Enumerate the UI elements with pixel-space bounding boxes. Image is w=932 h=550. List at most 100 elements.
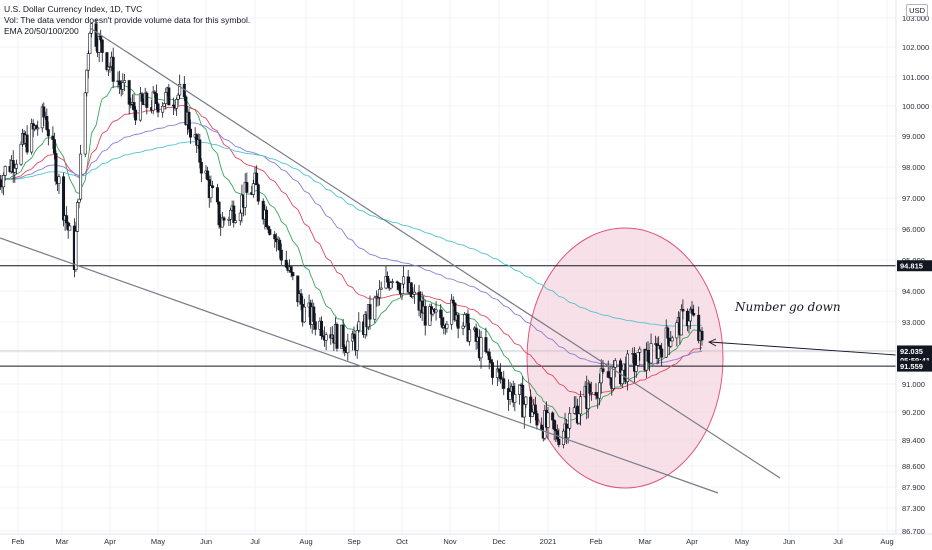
candle-body (357, 321, 361, 331)
candle-body (690, 308, 694, 314)
candle-body (606, 371, 610, 378)
candle-body (700, 330, 704, 341)
candle-body (513, 394, 517, 403)
candle-body (638, 348, 642, 353)
ema-200-line (0, 141, 703, 327)
candle-body (187, 111, 191, 130)
candle-body (164, 92, 168, 104)
candle-body (463, 314, 467, 327)
candle-body (466, 313, 470, 342)
candle-body (134, 109, 138, 121)
candle-body (434, 309, 438, 313)
candle-body (439, 309, 443, 319)
candle-body (666, 327, 670, 339)
candle-body (3, 166, 7, 176)
time-axis[interactable]: Feb Mar Apr May Jun Jul Aug Sep Oct Nov Dec 2021 Feb… (12, 537, 894, 546)
candle-body (474, 327, 478, 342)
candle-body (568, 413, 572, 429)
currency-badge[interactable]: USD (906, 4, 928, 17)
candle-body (461, 325, 465, 329)
price-tick-label: 94.000 (902, 287, 925, 296)
candle-body (572, 407, 576, 414)
candle-body (386, 275, 390, 283)
candle-body (445, 323, 449, 329)
date-tick-label: Dec (492, 537, 506, 546)
candle-body (620, 369, 624, 385)
candle-body (138, 93, 142, 121)
candle-body (379, 287, 383, 290)
candle-body (679, 308, 683, 336)
candle-body (243, 182, 247, 208)
candle-body (658, 345, 662, 350)
price-tag-label: 91.559 (900, 362, 923, 371)
annotation-text: Number go down (734, 300, 841, 314)
candle-body (284, 259, 288, 268)
candle-body (75, 202, 79, 232)
candle-body (118, 80, 122, 86)
candle-body (551, 412, 555, 421)
candle-body (122, 80, 126, 84)
ema-20-line (0, 85, 703, 422)
price-axis[interactable]: 103.000 102.000 101.000 100.000 99.000 98.000… (902, 14, 929, 536)
candle-body (586, 383, 590, 409)
candle-body (397, 282, 401, 290)
candle-body (302, 306, 306, 323)
candle-body (189, 128, 193, 138)
candle-body (140, 93, 144, 102)
ema-legend[interactable]: EMA 20/50/100/200 (4, 26, 79, 36)
price-tick-label: 103.000 (902, 14, 929, 23)
candle-body (42, 106, 46, 118)
candle-body (52, 139, 56, 154)
candle-body (522, 404, 526, 418)
price-tick-label: 98.000 (902, 163, 925, 172)
candle-body (291, 272, 295, 277)
arrow-head (707, 338, 717, 347)
candle-body (681, 308, 685, 312)
candle-body (100, 39, 104, 53)
price-tag-box (897, 260, 932, 272)
date-tick-label: Jul (833, 537, 843, 546)
candle-body (62, 176, 66, 221)
price-tick-label: 89.400 (902, 436, 925, 445)
candle-body (176, 94, 180, 100)
upper-trendline[interactable] (89, 27, 781, 479)
candle-body (670, 337, 674, 342)
candle-body (83, 92, 87, 155)
candle-body (611, 366, 615, 389)
symbol-title[interactable]: U.S. Dollar Currency Index, 1D, TVC (4, 4, 143, 14)
date-tick-label: Jul (250, 537, 260, 546)
candle-body (266, 226, 270, 230)
ema-50-line (0, 104, 703, 396)
candle-body (390, 281, 394, 283)
date-tick-label: Mar (639, 537, 652, 546)
candle-body (94, 23, 98, 47)
date-tick-label: Jun (783, 537, 795, 546)
candle-body (499, 371, 503, 380)
candle-body (217, 201, 221, 226)
candle-body (324, 334, 328, 341)
candle-body (552, 419, 556, 430)
price-tag-box (897, 360, 932, 372)
candle-body (167, 87, 171, 106)
price-tick-label: 100.000 (902, 102, 929, 111)
candle-body (490, 362, 494, 378)
candle-body (597, 382, 601, 399)
candle-body (255, 172, 259, 186)
candle-body (175, 99, 179, 109)
candle-body (206, 170, 210, 180)
candlesticks (0, 18, 704, 449)
candle-body (265, 209, 269, 228)
candle-body (145, 92, 149, 108)
candle-body (289, 266, 293, 273)
candle-body (529, 396, 533, 417)
lower-trendline[interactable] (0, 237, 719, 494)
candle-body (518, 384, 522, 395)
price-tick-label: 90.200 (902, 408, 925, 417)
price-tick-label: 97.000 (902, 194, 925, 203)
date-tick-label: May (151, 537, 165, 546)
candle-body (14, 163, 18, 169)
candle-body (502, 378, 506, 389)
price-tick-label: 87.300 (902, 504, 925, 513)
date-tick-label: Mar (56, 537, 69, 546)
